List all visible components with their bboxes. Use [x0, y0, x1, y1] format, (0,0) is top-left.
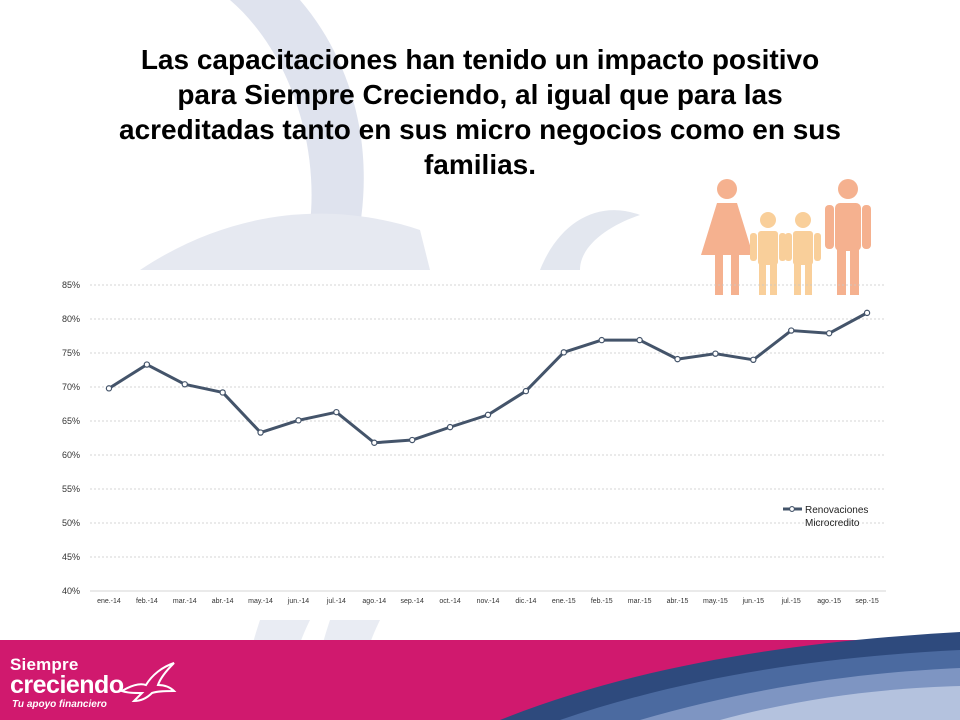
logo-tagline: Tu apoyo financiero [12, 699, 107, 710]
y-tick-label: 85% [62, 280, 80, 290]
data-point [560, 349, 568, 356]
data-point [674, 355, 681, 363]
child-figure-icon [785, 212, 821, 295]
data-point [181, 381, 188, 388]
y-tick-label: 65% [62, 416, 80, 426]
x-tick-label: ene.-15 [552, 598, 576, 605]
x-tick-label: ene.-14 [97, 598, 121, 605]
x-tick-label: nov.-14 [477, 598, 500, 605]
data-point [750, 356, 757, 363]
x-tick-label: jul.-14 [326, 598, 346, 605]
x-tick-label: feb.-15 [591, 598, 613, 605]
title-line-3: acreditadas tanto en sus micro negocios … [119, 114, 841, 145]
data-point [257, 429, 264, 436]
x-axis-ticks: ene.-14 feb.-14 mar.-14 abr.-14 may.-14 jun.-… [97, 598, 879, 605]
data-point [295, 417, 302, 424]
data-point [484, 411, 492, 419]
data-point [333, 408, 340, 416]
data-point [371, 439, 378, 446]
y-tick-label: 45% [62, 552, 80, 562]
hummingbird-icon [119, 662, 177, 703]
chart-grid [90, 284, 886, 592]
x-tick-label: oct.-14 [439, 598, 461, 605]
mother-figure-icon [701, 179, 753, 295]
footer-band [0, 632, 960, 720]
y-tick-label: 50% [62, 518, 80, 528]
data-point [712, 350, 719, 357]
x-tick-label: jul.-15 [781, 598, 801, 605]
x-tick-label: sep.-15 [855, 598, 878, 605]
y-axis-ticks: 40% 45% 50% 55% 60% 65% 70% 75% 80% 85% [62, 280, 80, 596]
x-tick-label: mar.-15 [628, 598, 652, 605]
series-line [108, 311, 868, 445]
line-chart: 40% 45% 50% 55% 60% 65% 70% 75% 80% 85% ene.-14 fe… [62, 280, 886, 605]
father-figure-icon [825, 179, 871, 295]
data-point [219, 389, 226, 396]
title-line-4: familias. [423, 149, 537, 180]
data-point [143, 361, 151, 368]
child-figure-icon [750, 212, 786, 295]
x-tick-label: ago.-15 [817, 598, 841, 605]
family-icon [701, 179, 871, 295]
x-tick-label: jun.-15 [742, 598, 765, 605]
logo-line-1: Siempre [10, 655, 79, 674]
x-tick-label: sep.-14 [401, 598, 424, 605]
x-tick-label: may.-14 [248, 598, 273, 605]
x-tick-label: jun.-14 [287, 598, 310, 605]
data-point [788, 327, 795, 334]
data-point [446, 423, 454, 431]
chart-legend: Renovaciones Microcredito [783, 505, 868, 529]
data-point [598, 336, 605, 344]
data-point [863, 309, 871, 317]
data-point [105, 385, 113, 392]
x-tick-label: dic.-14 [515, 598, 536, 605]
chart-series [105, 309, 871, 446]
x-tick-label: feb.-14 [136, 598, 158, 605]
title-line-2: para Siempre Creciendo, al igual que par… [177, 79, 783, 110]
y-tick-label: 55% [62, 484, 80, 494]
legend-label: Renovaciones [805, 505, 868, 516]
y-tick-label: 75% [62, 348, 80, 358]
data-point [408, 436, 416, 444]
data-point [522, 387, 530, 395]
y-tick-label: 80% [62, 314, 80, 324]
x-tick-label: abr.-14 [212, 598, 234, 605]
y-tick-label: 40% [62, 586, 80, 596]
y-tick-label: 70% [62, 382, 80, 392]
x-tick-label: may.-15 [703, 598, 728, 605]
data-point [825, 330, 833, 337]
x-tick-label: ago.-14 [362, 598, 386, 605]
slide-title: Las capacitaciones han tenido un impacto… [60, 42, 900, 182]
data-point [636, 336, 643, 344]
legend-marker [789, 506, 795, 512]
x-tick-label: mar.-14 [173, 598, 197, 605]
x-tick-label: abr.-15 [667, 598, 689, 605]
logo-line-2: creciendo [10, 671, 124, 699]
company-logo: Siempre creciendo Tu apoyo financiero [10, 655, 210, 720]
title-line-1: Las capacitaciones han tenido un impacto… [140, 44, 820, 75]
y-tick-label: 60% [62, 450, 80, 460]
legend-label: Microcredito [805, 518, 860, 529]
